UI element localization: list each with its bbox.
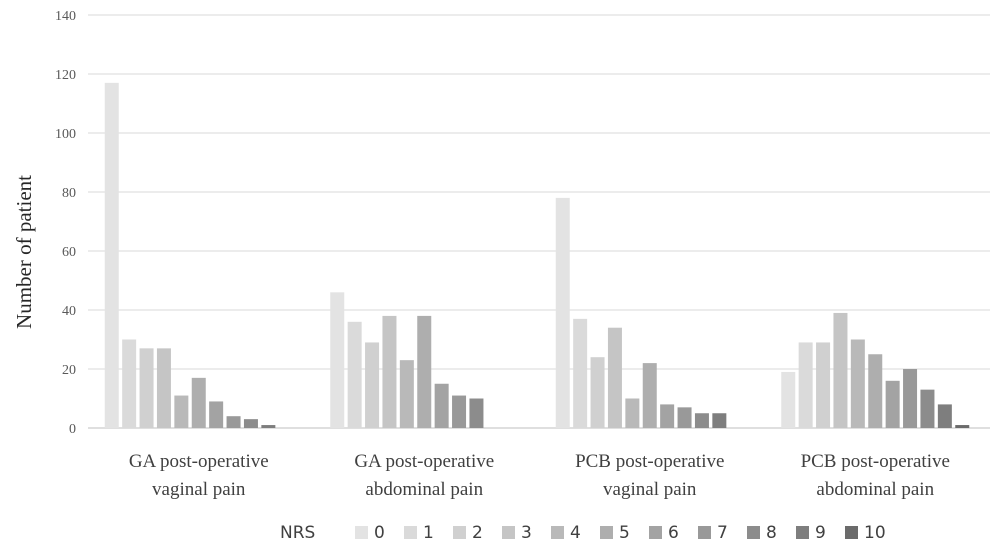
x-category-label: PCB post-operative [575, 451, 724, 472]
bar [104, 82, 119, 428]
bar [625, 398, 640, 428]
bar [191, 377, 206, 428]
bar [607, 327, 622, 428]
bar [781, 371, 796, 428]
bar [243, 419, 258, 428]
bar [937, 404, 952, 428]
legend-label: 9 [815, 523, 826, 543]
legend-label: 6 [668, 523, 679, 543]
bar [174, 395, 189, 428]
bar [850, 339, 865, 428]
bar [261, 425, 276, 428]
bar [903, 369, 918, 428]
legend-swatch [551, 526, 564, 539]
y-tick-label: 0 [69, 422, 76, 437]
bar [555, 197, 570, 428]
bar [417, 315, 432, 428]
x-category-label: GA post-operative [354, 451, 494, 472]
bar [399, 360, 414, 428]
y-tick-label: 80 [62, 186, 76, 201]
legend: NRS 0 1 2 3 4 5 6 7 8 9 10 [280, 523, 886, 543]
legend-swatch [453, 526, 466, 539]
bar [209, 401, 224, 428]
x-category-label: vaginal pain [603, 479, 697, 500]
bar [122, 339, 137, 428]
legend-swatch [404, 526, 417, 539]
bar [816, 342, 831, 428]
y-axis-label: Number of patient [12, 175, 36, 329]
legend-swatch [698, 526, 711, 539]
bar [573, 318, 588, 428]
legend-label: 10 [864, 523, 886, 543]
legend-label: 4 [570, 523, 581, 543]
legend-title: NRS [280, 523, 315, 543]
bar [226, 416, 241, 428]
legend-swatch [845, 526, 858, 539]
legend-swatch [355, 526, 368, 539]
bar [798, 342, 813, 428]
bar [347, 321, 362, 428]
legend-label: 5 [619, 523, 630, 543]
y-tick-label: 100 [55, 127, 76, 142]
bar [660, 404, 675, 428]
x-category-label: GA post-operative [129, 451, 269, 472]
bar [677, 407, 692, 428]
bar [590, 357, 605, 428]
y-tick-label: 20 [62, 363, 76, 378]
bar [139, 348, 154, 428]
bar [382, 315, 397, 428]
bar [694, 413, 709, 428]
bar [642, 363, 657, 428]
bar [920, 389, 935, 428]
x-category-label: PCB post-operative [801, 451, 950, 472]
legend-label: 0 [374, 523, 385, 543]
legend-label: 7 [717, 523, 728, 543]
y-tick-label: 140 [55, 9, 76, 24]
bar [452, 395, 467, 428]
bar [156, 348, 171, 428]
legend-label: 3 [521, 523, 532, 543]
bar [434, 383, 449, 428]
bar [365, 342, 380, 428]
legend-swatch [796, 526, 809, 539]
bar [955, 425, 970, 428]
legend-swatch [747, 526, 760, 539]
legend-swatch [600, 526, 613, 539]
bar [469, 398, 484, 428]
bars [104, 82, 970, 428]
x-category-label: abdominal pain [365, 479, 483, 500]
bar [833, 312, 848, 428]
y-tick-label: 60 [62, 245, 76, 260]
legend-swatch [502, 526, 515, 539]
y-tick-label: 120 [55, 68, 76, 83]
legend-label: 1 [423, 523, 434, 543]
x-category-label: abdominal pain [816, 479, 934, 500]
legend-swatch [649, 526, 662, 539]
x-category-label: vaginal pain [152, 479, 246, 500]
bar [885, 380, 900, 428]
legend-label: 8 [766, 523, 777, 543]
x-axis-categories: GA post-operative vaginal pain GA post-ope… [129, 451, 950, 500]
legend-label: 2 [472, 523, 483, 543]
y-axis-ticks: 0 20 40 60 80 100 120 140 [55, 9, 76, 437]
bar [868, 354, 883, 428]
bar [330, 292, 345, 428]
y-tick-label: 40 [62, 304, 76, 319]
bar [712, 413, 727, 428]
gridlines [88, 14, 990, 429]
